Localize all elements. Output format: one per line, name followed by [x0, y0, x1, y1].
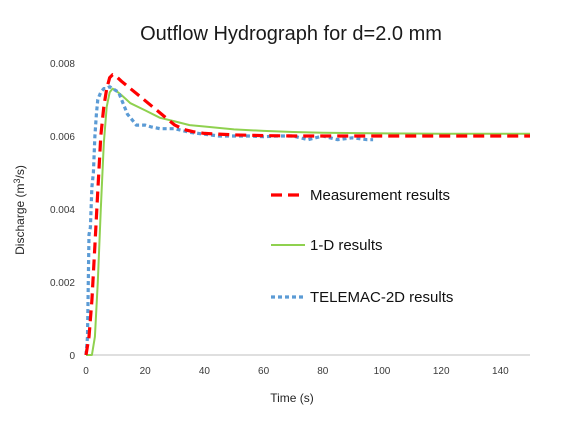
x-tick-label: 80	[317, 366, 329, 377]
series-line-telemac-2d-results	[84, 85, 374, 356]
y-axis-label-sup: 3	[12, 178, 22, 183]
chart-title: Outflow Hydrograph for d=2.0 mm	[140, 23, 442, 45]
x-tick-label: 100	[374, 366, 391, 377]
series-line-1-d-results	[86, 87, 530, 356]
series-layer	[84, 73, 530, 356]
legend-label: Measurement results	[310, 187, 450, 204]
legend: Measurement results 1-D results TELEMAC-2D…	[271, 187, 453, 306]
y-axis-label-end: /s)	[13, 165, 27, 178]
x-axis-ticks: 0 20 40 60 80 100 120 140	[83, 366, 509, 377]
x-tick-label: 20	[140, 366, 152, 377]
y-tick-label: 0.002	[50, 278, 75, 289]
y-tick-label: 0.006	[50, 132, 75, 143]
x-tick-label: 0	[83, 366, 89, 377]
x-tick-label: 120	[433, 366, 450, 377]
x-tick-label: 60	[258, 366, 270, 377]
y-tick-label: 0	[69, 351, 75, 362]
y-tick-label: 0.004	[50, 205, 75, 216]
x-axis-label: Time (s)	[270, 391, 314, 405]
legend-label: TELEMAC-2D results	[310, 289, 453, 306]
y-tick-label: 0.008	[50, 59, 75, 70]
y-axis-label: Discharge (m3/s)	[12, 165, 27, 255]
x-tick-label: 40	[199, 366, 211, 377]
legend-label: 1-D results	[310, 237, 383, 254]
x-tick-label: 140	[492, 366, 509, 377]
series-line-measurement-results	[84, 73, 530, 356]
y-axis-ticks: 0 0.002 0.004 0.006 0.008	[50, 59, 75, 362]
y-axis-label-main: Discharge (m	[13, 184, 27, 255]
